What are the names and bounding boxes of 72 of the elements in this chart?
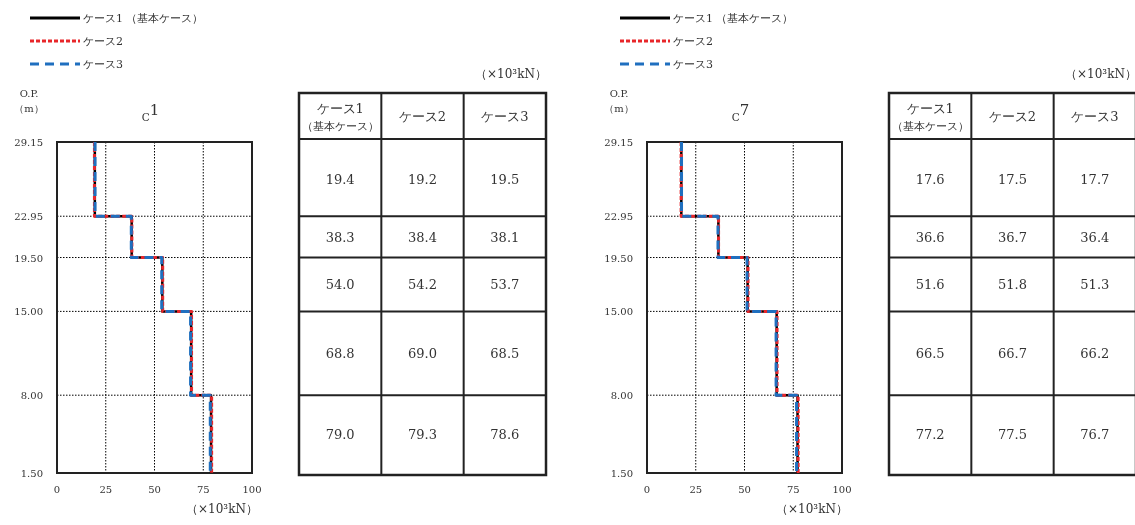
y-axis-title: O.P. （m） (604, 88, 634, 114)
legend-label: ケース2 (673, 35, 713, 48)
text: 78.6 (490, 427, 520, 443)
text: 38.4 (408, 229, 437, 245)
y-tick-label: 8.00 (20, 390, 43, 402)
legend-label: ケース2 (83, 35, 123, 48)
text: 69.0 (408, 346, 437, 362)
text: 77.2 (915, 427, 945, 443)
y-tick-label: 1.50 (610, 468, 633, 479)
text: 17.5 (998, 172, 1027, 188)
chart-title: $_{C}$1 (141, 101, 160, 123)
y-tick-label: 19.50 (604, 252, 633, 264)
x-tick-label: 25 (99, 484, 113, 495)
text: 66.2 (1080, 346, 1110, 362)
text: 38.1 (490, 229, 520, 245)
text: 66.7 (998, 346, 1027, 362)
category-label: ケース1 （基本ケース） (301, 101, 379, 133)
text: 79.3 (408, 427, 437, 443)
text: 17.7 (1080, 172, 1110, 188)
x-axis-title: （×10³kN） (186, 502, 258, 516)
text: （×10³kN） (475, 67, 547, 81)
y-tick-label: 1.50 (20, 468, 43, 479)
text: 19.4 (325, 172, 355, 188)
text: 79.0 (325, 427, 355, 443)
text: （×10³kN） (1065, 67, 1135, 81)
x-tick-label: 75 (196, 484, 210, 495)
text: 36.7 (998, 229, 1027, 245)
category-label: ケース2 (988, 109, 1037, 124)
y-tick-label: 15.00 (604, 306, 633, 318)
text: 19.5 (490, 172, 520, 188)
text: 77.5 (998, 427, 1027, 443)
text: 68.5 (490, 346, 520, 362)
y-tick-label: 19.50 (14, 252, 43, 264)
x-axis-title: （×10³kN） (776, 502, 848, 516)
x-tick-label: 100 (832, 484, 852, 495)
text: 36.4 (1080, 229, 1110, 245)
y-tick-label: 8.00 (610, 390, 633, 402)
text: 51.6 (915, 277, 945, 293)
y-tick-label: 22.95 (604, 211, 633, 223)
legend-label: ケース3 (673, 58, 713, 71)
y-tick-label: 15.00 (14, 306, 43, 318)
text: 66.5 (915, 346, 945, 362)
category-label: ケース3 (481, 109, 529, 124)
y-tick-label: 29.15 (14, 137, 43, 148)
text: 38.3 (325, 229, 355, 245)
text: 68.8 (325, 346, 355, 362)
text: 54.0 (325, 277, 355, 293)
legend-label: ケース3 (83, 58, 123, 71)
text: 53.7 (490, 277, 520, 293)
text: 36.6 (915, 229, 945, 245)
text: 17.6 (915, 172, 945, 188)
x-tick-label: 25 (689, 484, 703, 495)
category-label: ケース1 （基本ケース） (891, 101, 969, 133)
category-label: ケース2 (398, 109, 447, 124)
text: 76.7 (1080, 427, 1110, 443)
x-tick-label: 0 (643, 484, 651, 495)
x-tick-label: 50 (738, 484, 751, 495)
text: 51.3 (1080, 277, 1110, 293)
x-tick-label: 50 (148, 484, 161, 495)
text: 19.2 (408, 172, 437, 188)
x-tick-label: 0 (53, 484, 61, 495)
x-tick-label: 100 (242, 484, 262, 495)
chart-title: $_{C}$7 (731, 101, 750, 123)
legend-label: ケース1 （基本ケース） (673, 12, 794, 25)
y-tick-label: 29.15 (604, 137, 633, 148)
legend-label: ケース1 （基本ケース） (83, 12, 204, 25)
text: 54.2 (408, 277, 437, 293)
x-tick-label: 75 (786, 484, 800, 495)
category-label: ケース3 (1071, 109, 1119, 124)
text: 51.8 (998, 277, 1027, 293)
y-tick-label: 22.95 (14, 211, 43, 223)
y-axis-title: O.P. （m） (14, 88, 44, 114)
